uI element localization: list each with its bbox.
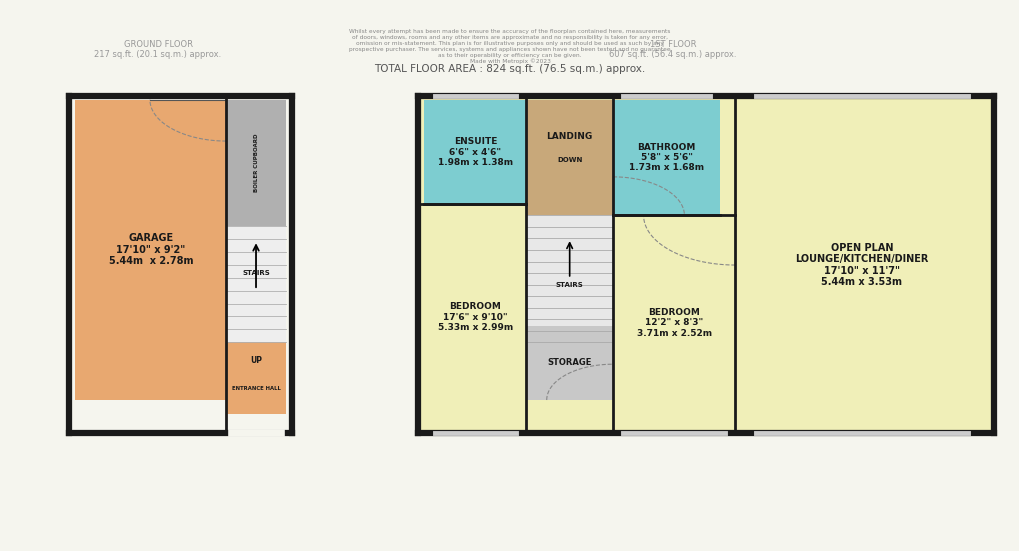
Bar <box>612 100 719 215</box>
Bar <box>424 100 526 204</box>
Text: LANDING: LANDING <box>546 132 592 141</box>
Text: OPEN PLAN
LOUNGE/KITCHEN/DINER
17'10" x 11'7"
5.44m x 3.53m: OPEN PLAN LOUNGE/KITCHEN/DINER 17'10" x … <box>795 242 927 288</box>
Bar <box>424 204 526 430</box>
Text: GARAGE
17'10" x 9'2"
5.44m  x 2.78m: GARAGE 17'10" x 9'2" 5.44m x 2.78m <box>109 233 193 267</box>
Text: GROUND FLOOR
217 sq.ft. (20.1 sq.m.) approx.: GROUND FLOOR 217 sq.ft. (20.1 sq.m.) app… <box>95 40 221 60</box>
Text: 1ST FLOOR
607 sq.ft. (56.4 sq.m.) approx.: 1ST FLOOR 607 sq.ft. (56.4 sq.m.) approx… <box>609 40 736 60</box>
Text: ENTRANCE HALL: ENTRANCE HALL <box>231 386 280 391</box>
Bar <box>69 96 291 433</box>
Bar <box>418 96 994 433</box>
Text: TOTAL FLOOR AREA : 824 sq.ft. (76.5 sq.m.) approx.: TOTAL FLOOR AREA : 824 sq.ft. (76.5 sq.m… <box>374 64 645 74</box>
Bar <box>526 215 612 342</box>
Bar <box>526 326 612 400</box>
Bar <box>226 226 285 342</box>
Text: BOILER CUPBOARD: BOILER CUPBOARD <box>254 134 258 192</box>
Text: Whilst every attempt has been made to ensure the accuracy of the floorplan conta: Whilst every attempt has been made to en… <box>348 29 671 64</box>
Text: ENSUITE
6'6" x 4'6"
1.98m x 1.38m: ENSUITE 6'6" x 4'6" 1.98m x 1.38m <box>437 137 513 167</box>
Text: STAIRS: STAIRS <box>242 270 270 276</box>
Bar <box>226 100 285 226</box>
Bar <box>75 100 226 400</box>
Bar <box>612 215 735 430</box>
Text: DOWN: DOWN <box>556 157 582 163</box>
Text: UP: UP <box>250 355 262 365</box>
Text: STORAGE: STORAGE <box>547 358 591 368</box>
Bar <box>735 100 987 430</box>
Text: BEDROOM
17'6" x 9'10"
5.33m x 2.99m: BEDROOM 17'6" x 9'10" 5.33m x 2.99m <box>437 302 513 332</box>
Bar <box>226 342 285 414</box>
Text: STAIRS: STAIRS <box>555 282 583 288</box>
Polygon shape <box>526 100 612 215</box>
Text: BATHROOM
5'8" x 5'6"
1.73m x 1.68m: BATHROOM 5'8" x 5'6" 1.73m x 1.68m <box>629 143 703 172</box>
Text: BEDROOM
12'2" x 8'3"
3.71m x 2.52m: BEDROOM 12'2" x 8'3" 3.71m x 2.52m <box>636 308 711 338</box>
